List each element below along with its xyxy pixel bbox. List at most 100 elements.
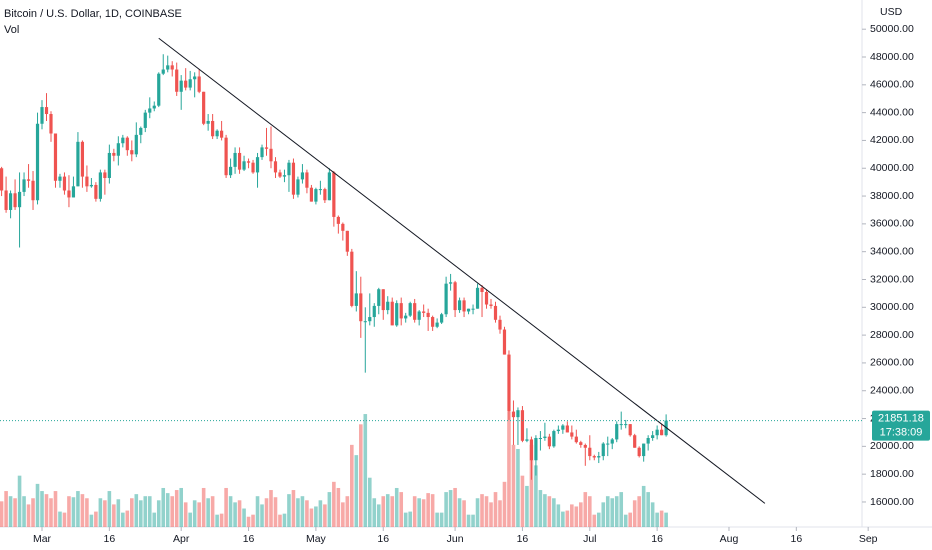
volume-bar [664,512,668,527]
candle-body [71,186,76,198]
volume-bar [538,490,543,527]
y-tick-label: 42000.00 [870,134,914,146]
volume-bar [206,498,210,527]
candle-body [588,447,592,457]
volume-bar [138,500,143,527]
volume-bar [89,514,94,527]
candle-body [642,443,646,457]
candle-body [440,314,444,323]
volume-bar [394,487,399,527]
candle-body [592,456,596,458]
candle-body [49,114,53,134]
candle-body [597,456,601,458]
candle-body [583,444,587,448]
y-tick-label: 30000.00 [870,301,914,313]
y-tick-label: 46000.00 [870,79,914,91]
volume-bar [556,504,561,527]
candle-body [246,161,251,163]
volume-bar [579,502,583,527]
candle-body [547,436,551,447]
volume-bar [327,492,332,527]
candle-body [26,179,31,181]
candle-body [462,300,466,312]
volume-bar [367,477,372,527]
candle-body [475,287,480,309]
y-tick-label: 26000.00 [870,357,914,369]
volume-bar [134,494,139,527]
volume-bar [170,496,175,527]
candle-body [377,289,381,306]
volume-bar [143,496,148,527]
candle-body [305,172,309,188]
candle-body [215,130,219,137]
candle-body [318,189,322,191]
y-tick-label: 16000.00 [870,496,914,508]
y-tick-label: 32000.00 [870,273,914,285]
volume-bar [62,512,67,527]
candle-body [224,137,228,176]
y-tick-label: 20000.00 [870,440,914,452]
volume-bar [543,494,547,527]
candle-body [314,189,318,202]
volume-bar [516,448,520,527]
candle-body [619,424,623,426]
candle-body [484,292,489,305]
volume-bar [480,494,484,527]
volume-bar [76,491,80,527]
volume-bar [233,502,237,527]
volume-bar [309,508,314,527]
candle-body [516,410,520,418]
candle-body [85,176,89,187]
candle-body [233,152,237,167]
candle-body [363,321,367,323]
volume-bar [502,481,507,527]
candle-body [287,162,291,176]
volume-bar [13,498,17,527]
candle-body [184,80,188,88]
candle-body [502,329,507,355]
volume-bar [201,487,206,527]
y-tick-label: 50000.00 [870,23,914,35]
candle-body [80,141,85,177]
candle-body [31,180,35,201]
candle-body [431,317,435,327]
candle-body [58,176,62,181]
volume-bar [484,496,489,527]
volume-bar [291,490,296,527]
volume-bar [224,487,228,527]
volume-bar [457,498,462,527]
volume-bar [0,501,4,527]
candle-body [139,127,143,135]
candle-body [449,282,453,284]
volume-bar [345,496,350,527]
candle-body [655,429,659,436]
volume-bar [296,498,300,527]
volume-bar [372,498,377,527]
candle-body [296,179,300,195]
candle-body [152,105,156,109]
candle-body [206,120,210,124]
volume-bar [174,490,179,527]
candle-body [435,322,439,327]
candle-layer [0,54,668,480]
candle-body [565,425,569,433]
candle-body [606,443,610,445]
candle-body [67,190,71,198]
volume-layer [0,412,668,527]
volume-bar [53,491,58,527]
volume-bar [592,514,597,527]
candle-body [538,438,542,440]
candle-body [466,308,471,312]
x-tick-label: Apr [173,533,190,545]
volume-bar [179,487,183,527]
volume-bar [426,493,430,527]
y-tick-label: 36000.00 [870,218,914,230]
x-tick-label: 16 [517,533,529,545]
candle-body [529,439,534,461]
volume-bar [80,494,85,527]
volume-bar [103,500,107,527]
x-tick-label: Sep [859,533,878,545]
volume-bar [210,496,215,527]
candle-body [134,134,138,155]
x-tick-label: May [306,533,327,545]
